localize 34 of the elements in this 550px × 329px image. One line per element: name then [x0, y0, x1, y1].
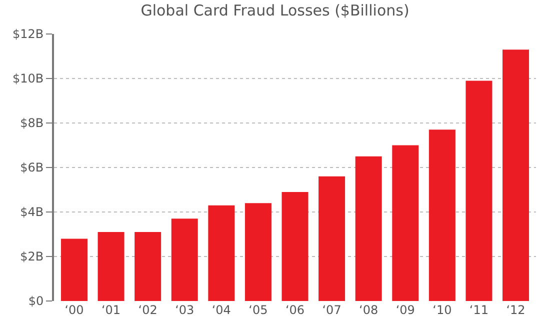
bar [428, 130, 456, 301]
bar [60, 238, 88, 301]
y-tick-label: $0 [28, 294, 44, 308]
y-tick-label: $8B [20, 116, 44, 130]
bar [98, 232, 124, 301]
x-tick-label: ‘02 [138, 303, 158, 317]
x-tick-label: ‘10 [432, 303, 452, 317]
x-tick-label: ‘04 [212, 303, 231, 317]
x-tick-label: ‘00 [64, 303, 84, 317]
y-tick-label: $6B [20, 160, 44, 175]
x-tick-label: ‘07 [322, 303, 342, 317]
y-tick-label: $10B [12, 72, 44, 86]
y-tick-label: $12B [12, 27, 44, 42]
bar [282, 192, 308, 301]
y-tick-label: $4B [20, 205, 44, 220]
x-tick-label: ‘11 [469, 303, 489, 317]
bar [355, 156, 382, 301]
bar [208, 205, 235, 301]
x-tick-label: ‘06 [285, 303, 305, 317]
y-tick-label: $2B [20, 250, 44, 264]
x-tick-label: ‘12 [506, 303, 526, 317]
x-tick-label: ‘01 [101, 303, 121, 317]
bar [134, 232, 162, 301]
x-tick-label: ‘05 [248, 303, 268, 317]
x-tick-label: ‘03 [175, 303, 194, 317]
bar [244, 203, 272, 301]
bar [502, 50, 530, 301]
x-tick-label: ‘08 [359, 303, 378, 317]
bar [318, 176, 346, 301]
chart-title: Global Card Fraud Losses ($Billions) [140, 1, 410, 20]
bar [466, 80, 492, 301]
bar [392, 145, 419, 301]
x-tick-label: ‘09 [396, 303, 415, 317]
bar [171, 218, 198, 301]
